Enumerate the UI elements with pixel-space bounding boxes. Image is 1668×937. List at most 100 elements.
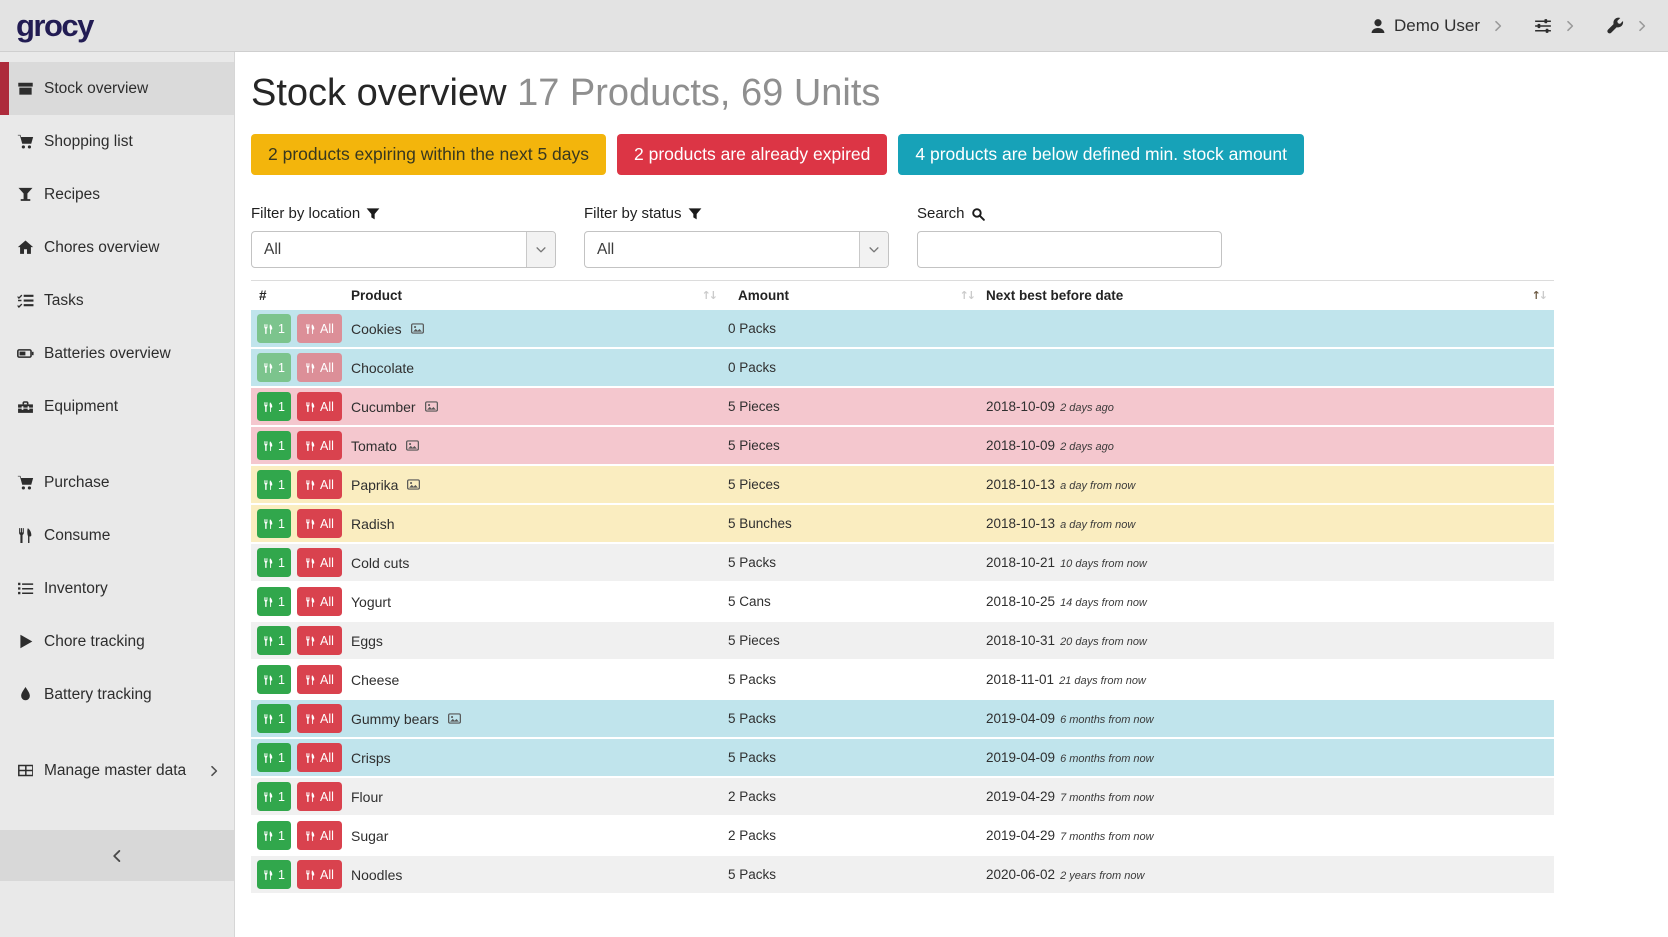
- sort-icon[interactable]: ↑↓: [701, 289, 719, 302]
- sidebar-item-recipes[interactable]: Recipes: [0, 168, 234, 221]
- sidebar-item-batteries-overview[interactable]: Batteries overview: [0, 327, 234, 380]
- consume-one-button[interactable]: 1: [257, 626, 291, 655]
- consume-all-button-label: All: [320, 360, 334, 375]
- column-header-best-before[interactable]: Next best before date ↑↓: [986, 288, 1549, 303]
- consume-one-button[interactable]: 1: [257, 743, 291, 772]
- status-filter-select[interactable]: All: [584, 231, 889, 268]
- utensils-icon: [305, 440, 316, 452]
- consume-all-button[interactable]: All: [297, 860, 342, 889]
- product-image-icon[interactable]: [405, 439, 420, 452]
- settings-menu[interactable]: [1534, 17, 1576, 35]
- user-menu[interactable]: Demo User: [1369, 16, 1504, 36]
- product-name: Tomato: [351, 437, 397, 454]
- product-image-icon[interactable]: [424, 400, 439, 413]
- product-image-icon[interactable]: [406, 478, 421, 491]
- sidebar-item-chores-overview[interactable]: Chores overview: [0, 221, 234, 274]
- consume-all-button[interactable]: All: [297, 353, 342, 382]
- sidebar-item-shopping-list[interactable]: Shopping list: [0, 115, 234, 168]
- top-right-menu: Demo User: [1369, 16, 1648, 36]
- consume-all-button[interactable]: All: [297, 314, 342, 343]
- consume-all-button[interactable]: All: [297, 704, 342, 733]
- admin-menu[interactable]: [1606, 17, 1648, 35]
- consume-one-button[interactable]: 1: [257, 431, 291, 460]
- consume-all-button-label: All: [320, 828, 334, 843]
- location-filter-select[interactable]: All: [251, 231, 556, 268]
- utensils-icon: [17, 527, 34, 544]
- utensils-icon: [305, 713, 316, 725]
- drop-icon: [17, 686, 34, 703]
- sidebar-item-label: Stock overview: [44, 79, 149, 97]
- product-name: Chocolate: [351, 359, 415, 376]
- product-cell: Radish: [351, 516, 728, 532]
- sidebar-item-manage-master-data[interactable]: Manage master data: [0, 744, 234, 797]
- consume-all-button[interactable]: All: [297, 782, 342, 811]
- consume-all-button[interactable]: All: [297, 665, 342, 694]
- sidebar: Stock overview Shopping list Recipes Chores…: [0, 52, 235, 937]
- sidebar-item-purchase[interactable]: Purchase: [0, 456, 234, 509]
- column-header-amount[interactable]: Amount ↑↓: [738, 288, 977, 303]
- consume-one-button[interactable]: 1: [257, 860, 291, 889]
- sidebar-item-label: Consume: [44, 526, 111, 544]
- product-cell: Cold cuts: [351, 555, 728, 571]
- consume-buttons: 1 All: [251, 509, 351, 538]
- consume-all-button[interactable]: All: [297, 821, 342, 850]
- consume-all-button[interactable]: All: [297, 392, 342, 421]
- search-input[interactable]: [917, 231, 1222, 268]
- utensils-icon: [263, 674, 274, 686]
- below-min-stock-button[interactable]: 4 products are below defined min. stock …: [898, 134, 1304, 175]
- best-before-relative: 10 days from now: [1060, 558, 1147, 570]
- consume-one-button[interactable]: 1: [257, 821, 291, 850]
- consume-all-button[interactable]: All: [297, 431, 342, 460]
- consume-one-button[interactable]: 1: [257, 665, 291, 694]
- column-header-product[interactable]: Product ↑↓: [351, 288, 719, 303]
- consume-one-button[interactable]: 1: [257, 587, 291, 616]
- amount-cell: 2 Packs: [728, 828, 777, 843]
- consume-all-button-label: All: [320, 438, 334, 453]
- sidebar-item-inventory[interactable]: Inventory: [0, 562, 234, 615]
- sidebar-item-tasks[interactable]: Tasks: [0, 274, 234, 327]
- utensils-icon: [263, 713, 274, 725]
- consume-one-button[interactable]: 1: [257, 782, 291, 811]
- consume-one-button[interactable]: 1: [257, 392, 291, 421]
- consume-all-button[interactable]: All: [297, 470, 342, 499]
- consume-all-button[interactable]: All: [297, 587, 342, 616]
- table-row: 1 All Sugar 2 Packs 2019-04-29 7 months from …: [251, 817, 1554, 856]
- best-before-date: 2019-04-29: [986, 789, 1056, 804]
- sidebar-collapse-button[interactable]: [0, 830, 234, 881]
- consume-all-button-label: All: [320, 399, 334, 414]
- sort-asc-icon[interactable]: ↑↓: [1531, 289, 1549, 302]
- product-cell: Crisps: [351, 750, 728, 766]
- sidebar-item-stock-overview[interactable]: Stock overview: [0, 62, 234, 115]
- consume-one-button[interactable]: 1: [257, 548, 291, 577]
- expiring-products-button[interactable]: 2 products expiring within the next 5 da…: [251, 134, 607, 175]
- sidebar-item-equipment[interactable]: Equipment: [0, 380, 234, 433]
- sidebar-item-consume[interactable]: Consume: [0, 509, 234, 562]
- table-row: 1 All Cucumber 5 Pieces 2018-10-09 2 days ago: [251, 388, 1554, 427]
- product-image-icon[interactable]: [447, 712, 462, 725]
- best-before-relative: 6 months from now: [1060, 753, 1154, 765]
- product-image-icon[interactable]: [410, 322, 425, 335]
- consume-all-button[interactable]: All: [297, 743, 342, 772]
- consume-buttons: 1 All: [251, 704, 351, 733]
- consume-all-button[interactable]: All: [297, 509, 342, 538]
- expired-products-button[interactable]: 2 products are already expired: [617, 134, 888, 175]
- consume-one-button[interactable]: 1: [257, 470, 291, 499]
- product-cell: Cucumber: [351, 399, 728, 415]
- product-name: Paprika: [351, 476, 399, 493]
- app-logo[interactable]: grocy: [16, 7, 94, 43]
- sidebar-item-battery-tracking[interactable]: Battery tracking: [0, 668, 234, 721]
- consume-one-button[interactable]: 1: [257, 704, 291, 733]
- consume-one-button[interactable]: 1: [257, 509, 291, 538]
- product-name: Sugar: [351, 827, 389, 844]
- chevron-right-icon: [1492, 20, 1504, 32]
- sort-icon[interactable]: ↑↓: [959, 289, 977, 302]
- main-content: Stock overview 17 Products, 69 Units 2 p…: [236, 52, 1668, 937]
- sidebar-item-chore-tracking[interactable]: Chore tracking: [0, 615, 234, 668]
- table-header: # Product ↑↓ Amount ↑↓ Next best before …: [251, 281, 1554, 310]
- consume-one-button[interactable]: 1: [257, 353, 291, 382]
- consume-one-button[interactable]: 1: [257, 314, 291, 343]
- consume-all-button[interactable]: All: [297, 626, 342, 655]
- consume-all-button[interactable]: All: [297, 548, 342, 577]
- consume-all-button-label: All: [320, 594, 334, 609]
- play-icon: [17, 633, 34, 650]
